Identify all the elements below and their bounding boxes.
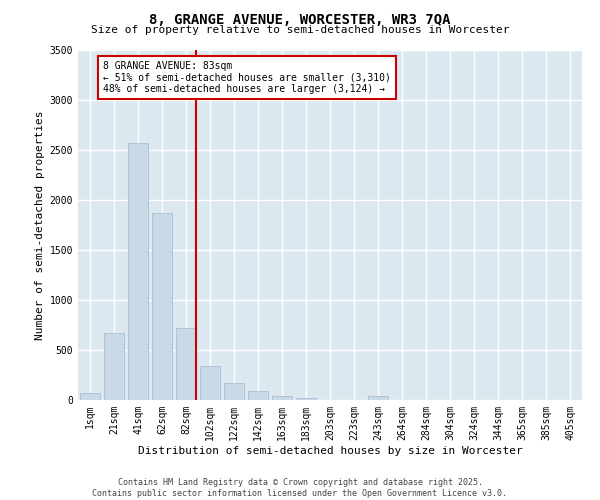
Bar — [248, 390, 268, 400]
X-axis label: Distribution of semi-detached houses by size in Worcester: Distribution of semi-detached houses by … — [137, 446, 523, 456]
Bar — [176, 328, 196, 400]
Y-axis label: Number of semi-detached properties: Number of semi-detached properties — [35, 110, 46, 340]
Bar — [272, 396, 292, 400]
Bar — [200, 366, 220, 400]
Text: Contains HM Land Registry data © Crown copyright and database right 2025.
Contai: Contains HM Land Registry data © Crown c… — [92, 478, 508, 498]
Text: Size of property relative to semi-detached houses in Worcester: Size of property relative to semi-detach… — [91, 25, 509, 35]
Text: 8, GRANGE AVENUE, WORCESTER, WR3 7QA: 8, GRANGE AVENUE, WORCESTER, WR3 7QA — [149, 12, 451, 26]
Bar — [368, 396, 388, 400]
Bar — [104, 333, 124, 400]
Bar — [224, 382, 244, 400]
Bar — [128, 143, 148, 400]
Bar — [80, 392, 100, 400]
Bar — [152, 213, 172, 400]
Bar — [296, 398, 316, 400]
Text: 8 GRANGE AVENUE: 83sqm
← 51% of semi-detached houses are smaller (3,310)
48% of : 8 GRANGE AVENUE: 83sqm ← 51% of semi-det… — [103, 60, 391, 94]
